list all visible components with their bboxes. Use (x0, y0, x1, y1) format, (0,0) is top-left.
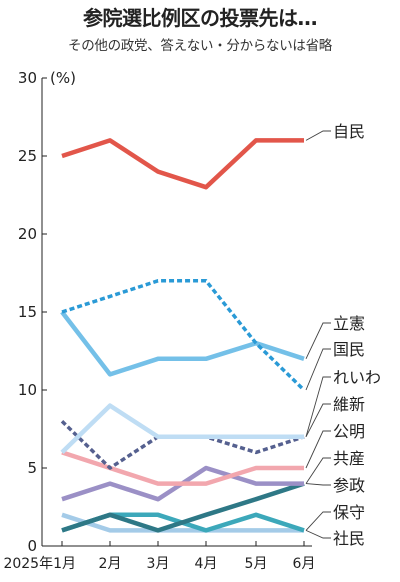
y-tick-label: 25 (18, 147, 37, 165)
y-tick-label: 15 (18, 303, 37, 321)
y-tick-label: 30 (18, 69, 37, 87)
legend-leader (305, 376, 331, 437)
series-lines (60, 138, 306, 533)
x-tick-label: 2月 (99, 556, 122, 572)
legend-label: れいわ (333, 368, 381, 387)
legend-label: 共産 (333, 449, 365, 468)
series-line-国民 (61, 279, 306, 392)
x-tick-label: 3月 (147, 556, 170, 572)
legend-label: 社民 (333, 529, 365, 548)
series-line-維新 (60, 419, 305, 470)
series-line-参政 (61, 481, 305, 533)
x-tick-label: 5月 (245, 556, 268, 572)
series-line-れいわ (60, 403, 304, 455)
chart-title: 参院選比例区の投票先は… (83, 6, 318, 30)
legend-label: 維新 (333, 395, 365, 414)
series-line-保守 (61, 512, 304, 533)
y-tick-label: 0 (27, 537, 37, 555)
y-tick-label: 10 (18, 381, 37, 399)
x-tick-label: 6月 (293, 556, 316, 572)
y-tick-label: 20 (18, 225, 37, 243)
chart-subtitle: その他の政党、答えない・分からないは省略 (68, 38, 332, 54)
legend-label: 国民 (333, 340, 365, 359)
legend-leader (305, 322, 331, 359)
series-line-公明 (61, 450, 304, 486)
legend-leader (305, 483, 331, 486)
legend-label: 立憲 (333, 314, 365, 333)
series-line-立憲 (60, 310, 305, 377)
legend-label: 自民 (333, 122, 365, 141)
legend-leader (305, 457, 331, 484)
legend-leader (305, 511, 331, 531)
legend-leader (305, 529, 331, 539)
series-line-自民 (61, 138, 304, 190)
axes: 0 5 10 15 20 25 30 (%) 2025年1月 2月 3月 4月 5月 6月 (3, 69, 315, 572)
legend-leader (305, 430, 331, 469)
x-tick-label: 4月 (195, 556, 218, 572)
legend-leader (305, 130, 331, 141)
x-tick-label: 2025年1月 (3, 556, 76, 572)
legend-label: 公明 (333, 422, 365, 441)
y-unit-label: (%) (50, 69, 76, 87)
legend-leader (305, 403, 331, 438)
legend-label: 保守 (333, 503, 365, 522)
y-tick-label: 5 (27, 459, 37, 477)
legend-label: 参政 (333, 476, 365, 495)
legend-leader (305, 348, 331, 391)
